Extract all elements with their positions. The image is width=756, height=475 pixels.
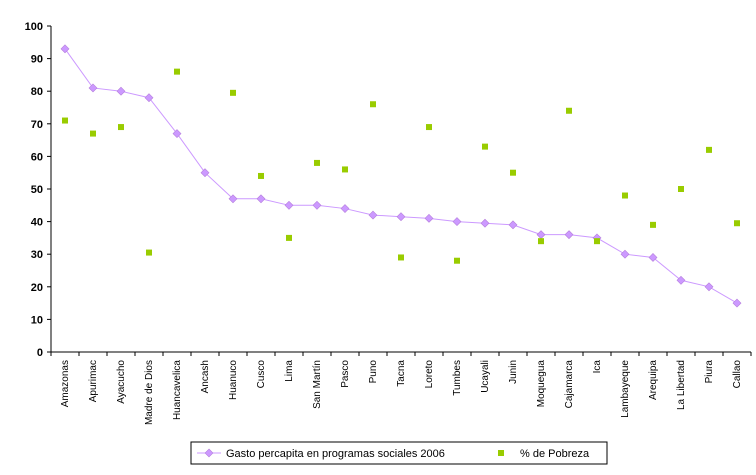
data-point-pobreza — [566, 107, 572, 114]
x-tick-label: Callao — [732, 360, 743, 389]
x-tick-label: Ayacucho — [116, 360, 127, 404]
x-tick-label: Cusco — [256, 360, 267, 389]
data-point-gasto — [424, 213, 434, 223]
y-tick-label: 50 — [31, 184, 43, 196]
x-tick-label: Puno — [368, 360, 379, 384]
data-point-pobreza — [174, 68, 180, 75]
data-point-gasto — [256, 194, 266, 204]
x-tick-label: Huanuco — [228, 360, 239, 400]
data-point-pobreza — [62, 117, 68, 124]
data-point-pobreza — [370, 101, 376, 108]
data-point-pobreza — [258, 172, 264, 179]
data-point-pobreza — [678, 186, 684, 192]
data-point-pobreza — [706, 146, 712, 153]
y-tick-label: 60 — [31, 151, 43, 163]
x-tick-label: Ancash — [200, 360, 211, 393]
y-tick-label: 0 — [37, 347, 43, 359]
x-tick-label: San Martín — [312, 360, 323, 409]
data-point-pobreza — [286, 234, 292, 241]
x-tick-label: La Libertad — [676, 360, 687, 410]
data-point-gasto — [648, 253, 658, 262]
data-point-gasto — [536, 230, 546, 240]
data-point-gasto — [564, 230, 574, 240]
legend-diamond-marker — [204, 448, 214, 458]
x-tick-label: Apurimac — [88, 360, 99, 402]
data-point-gasto — [116, 86, 126, 96]
x-tick-label: Amazonas — [60, 360, 71, 407]
data-point-pobreza — [90, 130, 96, 137]
y-tick-label: 80 — [31, 86, 43, 98]
data-point-gasto — [312, 200, 322, 210]
data-point-pobreza — [594, 238, 600, 245]
x-axis: Amazonas Apurimac Ayacucho Madre de Dios Hua… — [50, 351, 752, 425]
data-point-pobreza — [398, 254, 404, 261]
data-point-gasto — [172, 129, 182, 139]
y-tick-label: 40 — [31, 217, 43, 229]
x-tick-label: Tacna — [396, 360, 407, 387]
x-tick-label: Lima — [284, 360, 295, 382]
y-tick-label: 70 — [31, 119, 43, 131]
data-point-gasto — [284, 200, 294, 210]
data-point-gasto — [620, 249, 630, 259]
data-point-pobreza — [734, 220, 740, 227]
x-tick-label: Moquegua — [536, 360, 547, 408]
x-tick-label: Cajamarca — [564, 360, 575, 409]
data-point-gasto — [200, 168, 210, 178]
x-tick-label: Junin — [508, 360, 519, 384]
x-tick-label: Ucayali — [480, 360, 491, 393]
data-point-gasto — [340, 204, 350, 213]
data-point-pobreza — [342, 166, 348, 173]
legend-label-gasto: Gasto percapita en programas sociales 20… — [226, 448, 445, 460]
y-tick-label: 20 — [31, 282, 43, 294]
y-tick-label: 10 — [31, 314, 43, 326]
y-tick-label: 30 — [31, 249, 43, 261]
data-point-gasto — [452, 217, 462, 227]
x-tick-label: Arequipa — [648, 360, 659, 400]
data-point-gasto — [508, 220, 518, 230]
data-point-pobreza — [118, 124, 124, 131]
data-point-pobreza — [454, 257, 460, 264]
y-tick-label: 90 — [31, 54, 43, 66]
data-point-gasto — [704, 282, 714, 292]
legend-label-pobreza: % de Pobreza — [520, 448, 590, 460]
data-point-gasto — [676, 275, 686, 285]
x-tick-label: Tumbes — [452, 360, 463, 396]
x-tick-label: Madre de Dios — [144, 360, 155, 425]
data-point-gasto — [480, 218, 490, 228]
data-point-gasto — [88, 83, 98, 93]
data-point-gasto — [144, 93, 154, 103]
data-point-pobreza — [482, 143, 488, 150]
data-point-pobreza — [622, 192, 628, 199]
legend-box — [190, 441, 608, 465]
x-tick-label: Huancavelica — [172, 360, 183, 420]
legend-square-marker — [498, 450, 504, 456]
y-axis: 0 10 20 30 40 50 60 70 80 90 100 — [25, 21, 52, 359]
data-point-gasto — [732, 298, 742, 308]
x-tick-label: Loreto — [424, 360, 435, 389]
data-point-pobreza — [510, 169, 516, 176]
data-point-pobreza — [314, 159, 320, 166]
x-tick-label: Lambayeque — [620, 360, 631, 418]
x-tick-label: Piura — [704, 360, 715, 384]
data-point-gasto — [60, 44, 70, 54]
y-tick-label: 100 — [25, 21, 43, 33]
data-point-gasto — [368, 210, 378, 220]
legend: Gasto percapita en programas sociales 20… — [190, 441, 608, 465]
data-point-pobreza — [650, 221, 656, 228]
data-point-pobreza — [146, 249, 152, 256]
data-point-pobreza — [538, 238, 544, 245]
data-point-pobreza — [230, 89, 236, 96]
data-point-gasto — [396, 212, 406, 222]
plot-area — [60, 44, 742, 308]
x-tick-label: Ica — [592, 360, 603, 374]
series-line — [64, 48, 738, 304]
data-point-pobreza — [426, 124, 432, 131]
x-tick-label: Pasco — [340, 360, 351, 388]
data-point-gasto — [228, 194, 238, 204]
